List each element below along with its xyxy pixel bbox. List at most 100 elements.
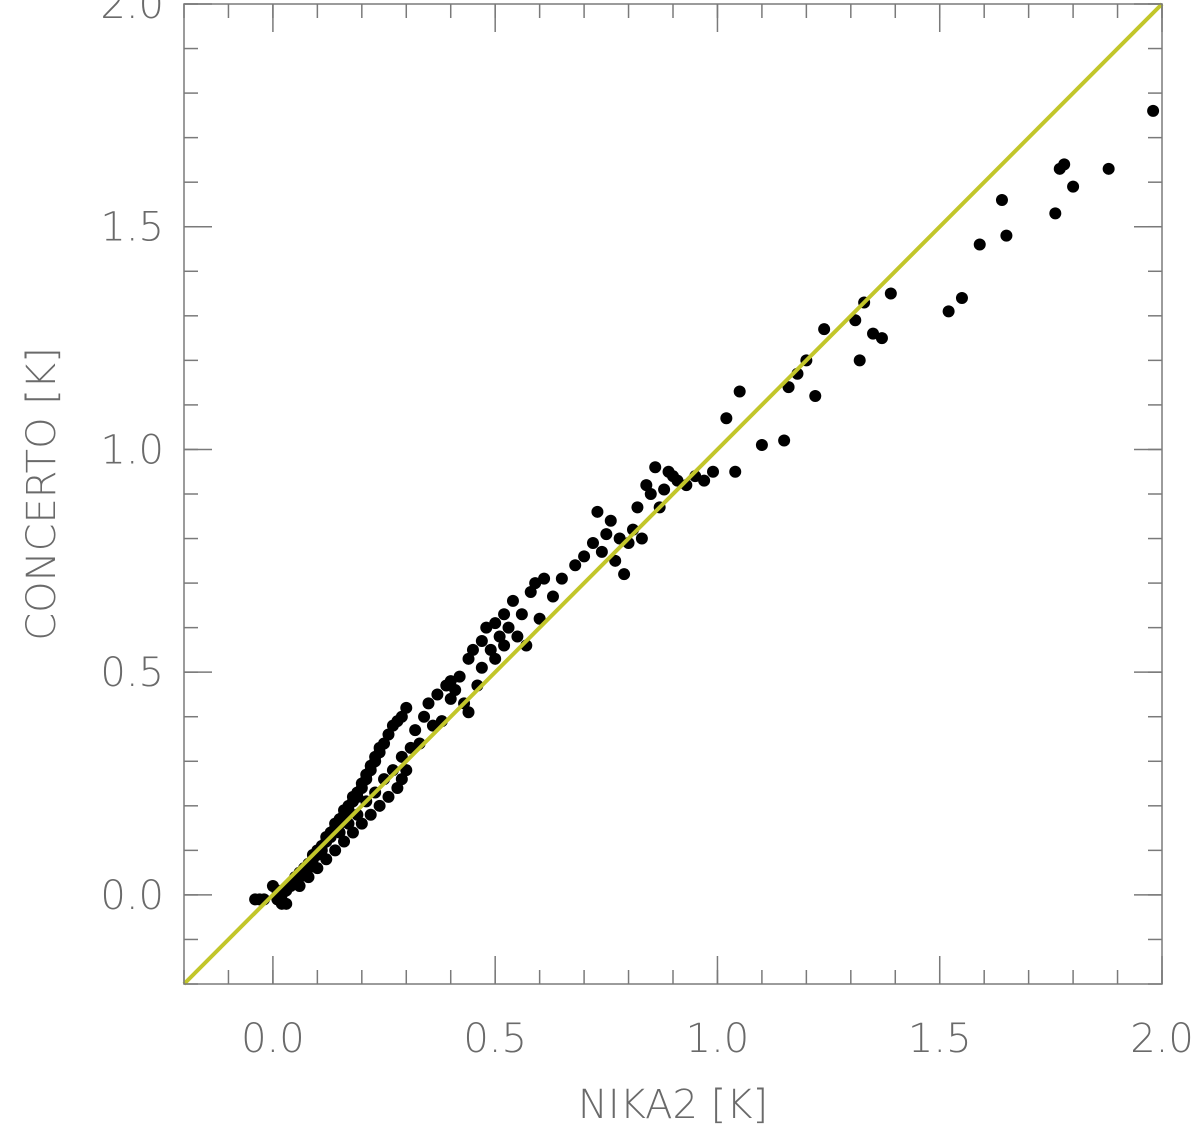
data-point bbox=[466, 643, 479, 656]
data-point bbox=[538, 572, 551, 585]
data-point bbox=[529, 577, 542, 590]
data-point bbox=[302, 871, 315, 884]
data-point bbox=[475, 661, 488, 674]
data-point bbox=[395, 710, 408, 723]
data-point bbox=[418, 710, 431, 723]
data-point bbox=[640, 479, 653, 492]
data-point bbox=[658, 483, 671, 496]
data-point bbox=[644, 488, 657, 500]
data-point bbox=[818, 323, 831, 336]
data-point bbox=[346, 826, 359, 839]
data-point bbox=[546, 590, 559, 603]
data-point bbox=[395, 773, 408, 786]
data-point bbox=[404, 741, 417, 754]
data-point bbox=[382, 728, 395, 741]
data-point bbox=[618, 568, 631, 581]
data-point bbox=[338, 835, 351, 848]
data-point bbox=[604, 514, 617, 527]
data-point bbox=[498, 639, 511, 652]
data-point bbox=[635, 532, 648, 545]
x-tick-label: 1.5 bbox=[908, 1016, 972, 1062]
data-point bbox=[453, 670, 466, 683]
data-point bbox=[484, 643, 497, 656]
data-point bbox=[613, 532, 626, 545]
data-point bbox=[462, 706, 475, 719]
data-point bbox=[422, 697, 435, 710]
data-point bbox=[595, 545, 608, 558]
y-tick-label: 0.0 bbox=[100, 873, 164, 919]
y-tick-label: 0.5 bbox=[100, 650, 164, 696]
data-points bbox=[249, 104, 1160, 910]
data-point bbox=[400, 701, 413, 714]
data-point bbox=[942, 305, 955, 318]
data-point bbox=[1049, 207, 1062, 220]
plot-frame bbox=[183, 3, 1163, 985]
data-point bbox=[382, 790, 395, 803]
data-point bbox=[364, 808, 377, 821]
data-point bbox=[591, 505, 604, 518]
y-tick-labels: 0.0 0.5 1.0 1.5 2.0 bbox=[100, 0, 164, 919]
data-point bbox=[755, 439, 768, 451]
data-point bbox=[378, 737, 391, 750]
data-point bbox=[1147, 104, 1160, 117]
data-point bbox=[600, 528, 613, 541]
data-point bbox=[707, 465, 720, 478]
data-point bbox=[480, 621, 493, 634]
data-point bbox=[373, 799, 386, 812]
data-point bbox=[671, 474, 684, 487]
data-point bbox=[698, 474, 711, 487]
data-point bbox=[853, 354, 866, 367]
y-axis-label: CONCERTO [K] bbox=[19, 347, 65, 641]
data-point bbox=[955, 292, 968, 304]
y-tick-label: 2.0 bbox=[100, 0, 164, 28]
data-point bbox=[426, 719, 439, 732]
data-point bbox=[280, 897, 293, 910]
data-point bbox=[409, 724, 422, 737]
data-point bbox=[498, 608, 511, 621]
data-point bbox=[555, 572, 568, 585]
data-point bbox=[444, 692, 457, 705]
data-point bbox=[649, 461, 662, 474]
data-point bbox=[1058, 158, 1071, 171]
data-point bbox=[355, 817, 368, 830]
data-point bbox=[867, 327, 880, 340]
data-point bbox=[973, 238, 986, 251]
data-point bbox=[431, 688, 444, 701]
data-point bbox=[400, 764, 413, 777]
data-point bbox=[875, 332, 888, 345]
data-point bbox=[1102, 162, 1115, 175]
data-point bbox=[502, 621, 515, 634]
data-point bbox=[320, 853, 333, 866]
data-point bbox=[293, 880, 306, 892]
y-tick-label: 1.0 bbox=[100, 427, 164, 473]
y-tick-label: 1.5 bbox=[100, 205, 164, 251]
data-point bbox=[462, 652, 475, 665]
data-point bbox=[782, 381, 795, 394]
data-point bbox=[720, 412, 733, 425]
data-point bbox=[329, 844, 342, 857]
x-tick-label: 0.0 bbox=[241, 1016, 305, 1062]
data-point bbox=[444, 675, 457, 688]
data-point bbox=[475, 635, 488, 647]
data-point bbox=[631, 501, 644, 514]
data-point bbox=[489, 617, 502, 630]
data-point bbox=[489, 652, 502, 665]
data-point bbox=[578, 550, 591, 563]
data-point bbox=[395, 750, 408, 763]
data-point bbox=[449, 684, 462, 696]
x-axis-label: NIKA2 [K] bbox=[578, 1082, 768, 1128]
data-point bbox=[569, 559, 582, 572]
data-point bbox=[1000, 229, 1013, 242]
x-tick-label: 1.0 bbox=[686, 1016, 750, 1062]
data-point bbox=[809, 390, 822, 402]
data-point bbox=[729, 465, 742, 478]
data-point bbox=[609, 554, 622, 567]
x-tick-label: 2.0 bbox=[1130, 1016, 1194, 1062]
data-point bbox=[506, 594, 519, 607]
data-point bbox=[849, 314, 862, 327]
data-point bbox=[586, 537, 599, 549]
data-point bbox=[524, 586, 537, 598]
data-point bbox=[733, 385, 746, 398]
data-point bbox=[778, 434, 791, 447]
